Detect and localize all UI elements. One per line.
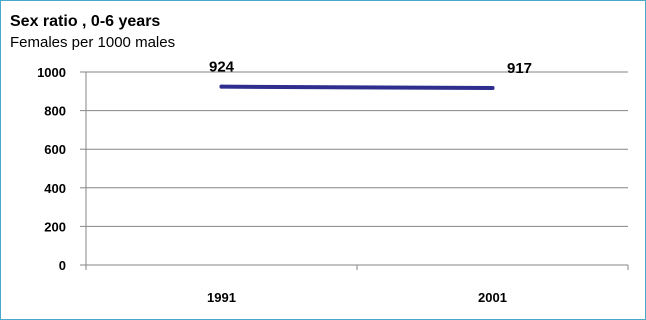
- y-tick-label: 600: [44, 142, 66, 157]
- y-axis-ticks: 0 200 400 600 800 1000: [37, 65, 86, 273]
- y-tick-label: 400: [44, 181, 66, 196]
- x-axis-ticks: 1991 2001: [85, 265, 629, 305]
- y-tick-label: 1000: [37, 65, 66, 80]
- x-tick-label: 2001: [478, 290, 507, 305]
- x-tick-label: 1991: [207, 290, 236, 305]
- data-point: [490, 86, 495, 91]
- series-group: [219, 84, 495, 91]
- series-line: [219, 84, 495, 91]
- gridlines: [86, 71, 628, 227]
- chart-title: Sex ratio , 0-6 years: [10, 13, 160, 30]
- chart-subtitle: Females per 1000 males: [10, 34, 175, 51]
- data-point: [219, 84, 224, 89]
- data-label: 917: [507, 60, 532, 77]
- data-labels: 924 917: [209, 59, 532, 77]
- data-label: 924: [209, 59, 235, 76]
- y-tick-label: 0: [59, 258, 66, 273]
- y-tick-label: 800: [44, 104, 66, 119]
- y-tick-label: 200: [44, 219, 66, 234]
